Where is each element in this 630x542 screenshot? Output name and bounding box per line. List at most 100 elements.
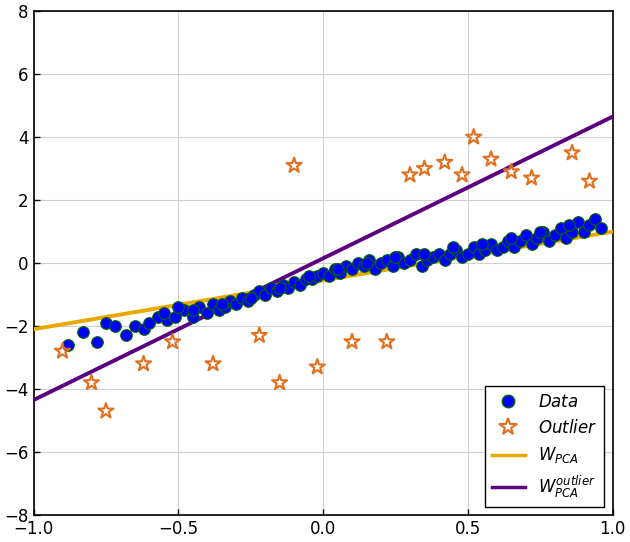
Point <box>478 240 488 249</box>
Point <box>159 309 169 318</box>
Point <box>463 249 473 258</box>
Point <box>63 340 73 349</box>
Point <box>445 249 455 258</box>
Point <box>353 259 363 267</box>
Point <box>214 306 224 315</box>
Point <box>391 253 401 261</box>
Point <box>469 243 479 251</box>
Point <box>318 268 328 277</box>
Point <box>312 363 323 371</box>
Point <box>422 256 432 264</box>
Point <box>295 281 305 289</box>
Point <box>507 167 517 176</box>
Point <box>272 287 282 296</box>
Point <box>585 221 595 230</box>
Point <box>101 319 111 327</box>
Point <box>170 312 180 321</box>
Point <box>173 303 183 312</box>
Point <box>492 246 502 255</box>
Point <box>536 227 546 236</box>
Point <box>393 253 403 261</box>
Point <box>301 274 311 283</box>
Point <box>527 240 537 249</box>
Point <box>289 161 299 170</box>
Point <box>275 284 285 293</box>
Point <box>153 312 163 321</box>
Point <box>376 259 386 267</box>
Point <box>358 262 369 270</box>
Point <box>411 249 421 258</box>
Point <box>486 240 496 249</box>
Point <box>449 243 459 251</box>
Point <box>387 262 398 270</box>
Point <box>188 312 198 321</box>
Point <box>544 237 554 246</box>
Point <box>527 174 537 183</box>
Point <box>370 265 381 274</box>
Point <box>382 256 392 264</box>
Point <box>255 331 265 340</box>
Point <box>217 300 227 308</box>
Point <box>567 227 577 236</box>
Point <box>399 259 410 267</box>
Point <box>130 322 140 331</box>
Point <box>556 224 566 233</box>
Point <box>101 406 111 415</box>
Point <box>405 171 415 179</box>
Point <box>193 303 203 312</box>
Point <box>304 272 314 280</box>
Point <box>237 293 247 302</box>
Point <box>168 338 178 346</box>
Point <box>306 274 316 283</box>
Point <box>382 338 392 346</box>
Point <box>335 268 345 277</box>
Point <box>139 359 149 368</box>
Point <box>92 338 102 346</box>
Point <box>573 218 583 227</box>
Point <box>567 149 577 157</box>
Point <box>469 133 479 141</box>
Point <box>202 309 212 318</box>
Point <box>440 256 450 264</box>
Point <box>585 177 595 185</box>
Point <box>243 296 253 305</box>
Point <box>515 237 525 246</box>
Point <box>550 230 560 239</box>
Point <box>289 278 299 286</box>
Point <box>474 249 484 258</box>
Point <box>521 230 531 239</box>
Point <box>364 256 374 264</box>
Point <box>509 243 519 251</box>
Point <box>578 227 588 236</box>
Point <box>498 243 508 251</box>
Point <box>362 259 372 267</box>
Point <box>312 272 323 280</box>
Point <box>405 256 415 264</box>
Point <box>57 347 67 356</box>
Point <box>420 164 430 173</box>
Point <box>428 253 438 261</box>
Point <box>420 249 430 258</box>
Point <box>440 158 450 166</box>
Point <box>341 262 352 270</box>
Point <box>188 306 198 315</box>
Point <box>144 319 154 327</box>
Point <box>329 265 340 274</box>
Point <box>347 338 357 346</box>
Point <box>451 246 461 255</box>
Point <box>333 265 343 274</box>
Point <box>139 325 149 333</box>
Point <box>416 262 427 270</box>
Legend: $\mathit{Data}$, $\mathit{Outlier}$, $W_{PCA}$, $W_{PCA}^{outlier}$: $\mathit{Data}$, $\mathit{Outlier}$, $W_… <box>485 386 604 507</box>
Point <box>86 378 96 387</box>
Point <box>246 293 256 302</box>
Point <box>266 284 276 293</box>
Point <box>507 234 517 242</box>
Point <box>110 322 120 331</box>
Point <box>538 227 548 236</box>
Point <box>503 237 513 246</box>
Point <box>260 290 270 299</box>
Point <box>179 306 189 315</box>
Point <box>434 249 444 258</box>
Point <box>208 300 218 308</box>
